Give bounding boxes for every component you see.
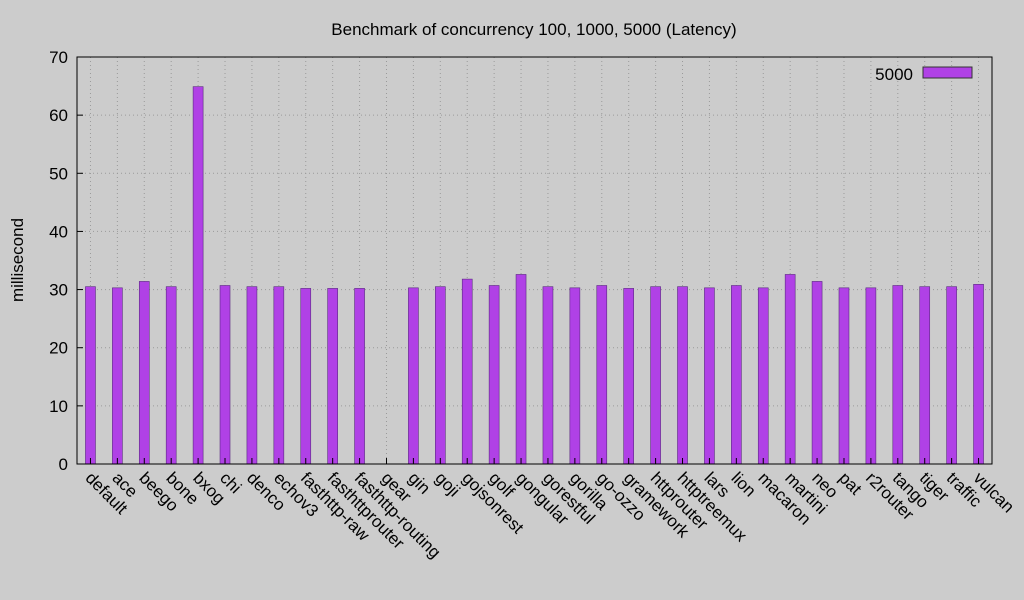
bar-gojsonrest [461,278,473,465]
y-tick-label: 10 [49,397,68,416]
y-ticks: 0 10 20 30 40 50 60 70 [49,48,83,474]
y-tick-label: 70 [49,48,68,67]
bar-gorestful [542,286,554,465]
bar-fasthttp-raw [300,288,312,465]
bar-denco [246,286,258,465]
bar-lion [731,285,742,465]
bars-layer [85,86,984,465]
bar-gramework [623,288,634,465]
y-tick-label: 0 [59,455,68,474]
bar-traffic [946,286,957,465]
y-tick-label: 30 [49,281,68,300]
x-ticks: defaultacebeegobonebxogchidencoechov3fas… [82,458,1018,562]
bar-go-ozzo [596,285,608,465]
legend: 5000 [875,65,973,84]
bar-lars [704,287,715,465]
bar-default [85,286,96,465]
bar-bone [165,286,177,465]
bar-beego [138,281,150,465]
bar-fasthttp-routing [354,288,365,465]
plot-frame [76,56,993,465]
bar-golf [488,285,500,465]
bar-martini [784,274,796,465]
bar-gongular [515,274,527,465]
y-axis-label: millisecond [8,218,27,302]
bar-vulcan [973,284,984,465]
bar-r2router [865,287,877,465]
chart-title: Benchmark of concurrency 100, 1000, 5000… [331,20,736,39]
y-tick-label: 20 [49,339,68,358]
y-tick-label: 50 [49,164,68,183]
x-tick-label: lion [728,468,760,500]
bar-goji [435,286,446,465]
bar-tiger [919,286,931,465]
bar-gorilla [569,287,581,465]
bar-httprouter [650,286,661,465]
legend-label: 5000 [875,65,913,84]
bar-neo [811,281,823,465]
y-tick-label: 40 [49,222,68,241]
grid-layer [77,57,992,464]
bar-pat [838,287,850,465]
bar-ace [112,287,123,465]
bar-gin [408,287,419,465]
bar-bxog [192,86,204,465]
bar-fasthttprouter [327,288,338,465]
legend-swatch [922,66,973,79]
bar-chi [219,285,231,465]
x-tick-label: pat [835,468,865,498]
bar-macaron [757,287,769,465]
x-tick-label: goji [431,468,463,500]
bar-echov3 [273,286,285,465]
bar-httptreemux [677,286,688,465]
bar-tango [892,285,904,465]
y-tick-label: 60 [49,106,68,125]
